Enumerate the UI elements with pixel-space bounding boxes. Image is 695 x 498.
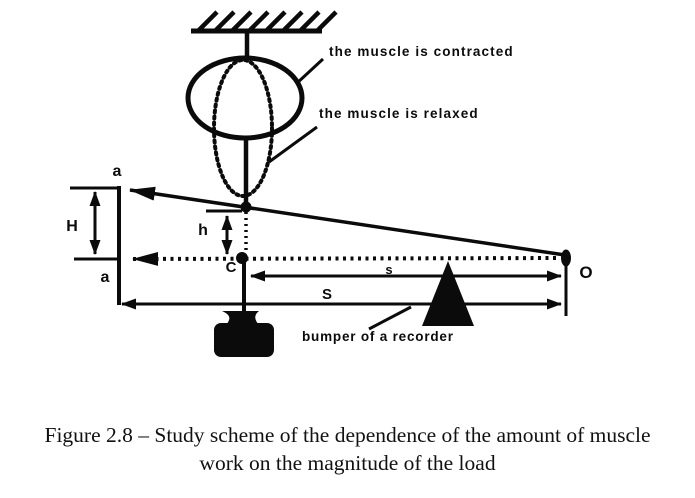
label-O: O [579,263,593,282]
label-C: C [225,259,237,276]
weight-body [214,323,274,357]
left-measure-assembly [70,186,121,305]
label-muscle-relaxed: the muscle is relaxed [319,106,479,121]
weight-load [214,311,274,357]
label-muscle-contracted: the muscle is contracted [329,44,514,59]
muscle-relaxed-shape [212,58,274,198]
pointer-bumper [368,305,412,331]
pointer-relaxed [268,125,318,164]
figure-caption: Figure 2.8 – Study scheme of the depende… [0,421,695,477]
label-a-bottom: a [100,269,110,286]
label-bumper-of-recorder: bumper of a recorder [302,329,454,344]
label-h: h [198,222,208,239]
ceiling-support [191,10,338,60]
label-S: S [321,286,333,303]
fulcrum-point-C [236,252,248,264]
lever-relaxed-dotted [132,251,561,266]
muscle-lever-diagram [70,10,571,357]
weight-cap [222,311,259,325]
figure-caption-line1: Figure 2.8 – Study scheme of the depende… [44,423,651,447]
label-pointer-lines [268,57,412,331]
label-s: s [385,262,393,277]
figure-caption-line2: work on the magnitude of the load [199,451,496,475]
lever-raised [129,186,566,257]
muscle-contracted-shape [185,55,305,141]
label-H: H [66,218,78,235]
pointer-contracted [294,57,325,86]
recorder-bumper-triangle [422,261,474,326]
recorder-end-assembly [561,249,571,316]
writing-tip-O [561,249,571,267]
label-a-top: a [112,163,122,180]
